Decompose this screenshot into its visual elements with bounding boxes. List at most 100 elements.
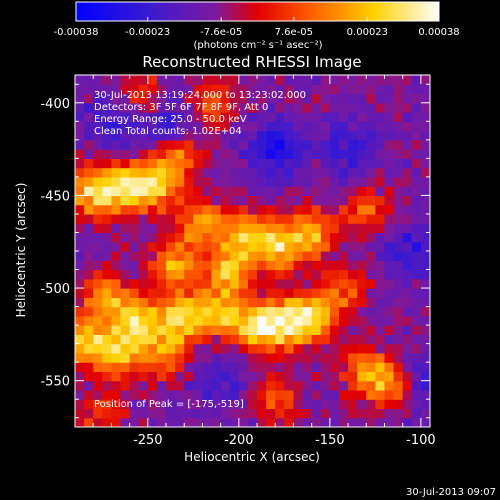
heatmap-cell	[156, 112, 167, 122]
heatmap-cell	[302, 223, 313, 234]
heatmap-cell	[156, 334, 167, 345]
heatmap-cell	[420, 204, 430, 215]
heatmap-cell	[229, 278, 240, 289]
heatmap-cell	[229, 343, 240, 354]
heatmap-cell	[102, 306, 113, 317]
heatmap-cell	[229, 325, 240, 335]
heatmap-cell	[75, 93, 85, 104]
heatmap-cell	[293, 195, 304, 206]
heatmap-cell	[202, 251, 213, 261]
heatmap-cell	[102, 121, 113, 132]
heatmap-cell	[75, 75, 85, 85]
heatmap-cell	[75, 408, 85, 419]
heatmap-cell	[220, 232, 231, 243]
heatmap-cell	[329, 334, 340, 345]
heatmap-cell	[211, 389, 222, 400]
heatmap-cell	[257, 306, 267, 317]
heatmap-cell	[211, 315, 222, 326]
heatmap-cell	[111, 121, 122, 132]
heatmap-cell	[338, 399, 349, 410]
heatmap-cell	[238, 93, 249, 104]
heatmap-cell	[293, 167, 304, 178]
heatmap-cell	[229, 269, 240, 280]
heatmap-cell	[166, 269, 176, 280]
heatmap-cell	[284, 389, 295, 400]
heatmap-cell	[375, 362, 386, 373]
heatmap-cell	[75, 380, 85, 391]
heatmap-cell	[102, 389, 113, 400]
heatmap-cell	[193, 223, 204, 234]
heatmap-cell	[238, 343, 249, 354]
heatmap-cell	[366, 399, 376, 410]
heatmap-cell	[129, 204, 140, 215]
heatmap-cell	[293, 389, 304, 400]
heatmap-cell	[111, 195, 122, 206]
heatmap-cell	[138, 269, 149, 280]
heatmap-cell	[156, 343, 167, 354]
heatmap-cell	[211, 241, 222, 252]
heatmap-cell	[311, 223, 322, 234]
heatmap-cell	[275, 232, 285, 243]
heatmap-cell	[393, 75, 404, 85]
heatmap-cell	[211, 371, 222, 382]
heatmap-cell	[420, 232, 430, 243]
heatmap-cell	[102, 213, 113, 224]
heatmap-cell	[338, 93, 349, 104]
heatmap-cell	[348, 371, 358, 382]
heatmap-cell	[202, 269, 213, 280]
info-detectors: Detectors: 3F 5F 6F 7F 8F 9F, Att 0	[94, 102, 268, 113]
heatmap-cell	[357, 93, 367, 104]
heatmap-cell	[102, 130, 113, 141]
heatmap-cell	[375, 213, 386, 224]
heatmap-cell	[393, 297, 404, 308]
heatmap-cell	[202, 84, 213, 95]
heatmap-cell	[293, 399, 304, 410]
heatmap-cell	[275, 260, 285, 271]
heatmap-cell	[320, 167, 331, 178]
heatmap-cell	[93, 112, 103, 122]
heatmap-cell	[257, 352, 267, 363]
heatmap-cell	[338, 167, 349, 178]
heatmap-cell	[75, 306, 85, 317]
heatmap-cell	[247, 399, 258, 410]
heatmap-cell	[357, 75, 367, 85]
heatmap-cell	[184, 130, 194, 141]
heatmap-cell	[129, 213, 140, 224]
heatmap-cell	[111, 176, 122, 187]
heatmap-cell	[366, 352, 376, 363]
heatmap-cell	[357, 371, 367, 382]
heatmap-cell	[166, 149, 176, 159]
heatmap-cell	[411, 371, 422, 382]
heatmap-cell	[311, 362, 322, 373]
heatmap-cell	[184, 158, 194, 169]
heatmap-cell	[284, 399, 295, 410]
heatmap-cell	[147, 334, 158, 345]
heatmap-cell	[338, 204, 349, 215]
heatmap-cell	[375, 408, 386, 419]
heatmap-cell	[184, 408, 194, 419]
heatmap-cell	[120, 408, 131, 419]
heatmap-cell	[329, 408, 340, 419]
heatmap-cell	[175, 112, 185, 122]
heatmap-cell	[102, 408, 113, 419]
heatmap-cell	[329, 371, 340, 382]
heatmap-cell	[402, 297, 413, 308]
heatmap-cell	[348, 399, 358, 410]
heatmap-cell	[338, 195, 349, 206]
heatmap-cell	[220, 241, 231, 252]
heatmap-cell	[156, 93, 167, 104]
heatmap-cell	[275, 223, 285, 234]
heatmap-cell	[93, 408, 103, 419]
heatmap-cell	[366, 334, 376, 345]
heatmap-cell	[156, 260, 167, 271]
heatmap-cell	[338, 343, 349, 354]
heatmap-cell	[166, 176, 176, 187]
heatmap-cell	[247, 371, 258, 382]
heatmap-cell	[357, 130, 367, 141]
heatmap-cell	[293, 93, 304, 104]
heatmap-cell	[166, 362, 176, 373]
heatmap-cell	[302, 84, 313, 95]
heatmap-cell	[84, 195, 94, 206]
heatmap-cell	[202, 389, 213, 400]
heatmap-cell	[384, 325, 395, 335]
